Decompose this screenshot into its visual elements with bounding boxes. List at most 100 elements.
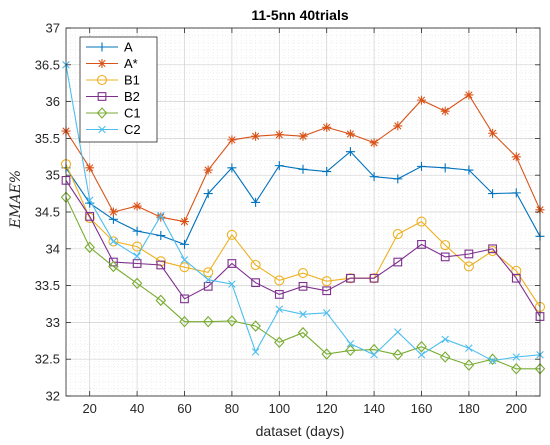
data-point: [439, 351, 451, 363]
data-point: [346, 273, 355, 283]
data-point: [202, 315, 214, 328]
data-point: [179, 315, 190, 328]
data-point: [441, 335, 449, 344]
data-point: [203, 165, 213, 175]
y-tick-label: 33: [46, 315, 60, 330]
y-tick-label: 36: [46, 94, 60, 109]
data-point: [156, 212, 166, 222]
data-point: [370, 351, 378, 359]
data-point: [464, 249, 474, 259]
data-point: [157, 211, 165, 220]
x-tick-label: 20: [82, 401, 96, 416]
y-tick-label: 37: [46, 21, 60, 36]
data-point: [440, 252, 450, 262]
data-point: [180, 256, 189, 264]
legend-item: A*: [86, 56, 138, 71]
data-point: [392, 229, 403, 240]
data-point: [274, 275, 285, 286]
series-layer: [60, 61, 546, 375]
y-tick-label: 35.5: [35, 131, 60, 146]
data-point: [511, 265, 522, 276]
data-point: [369, 138, 379, 148]
data-point: [345, 129, 355, 139]
y-tick-label: 35: [46, 168, 60, 183]
data-point: [464, 90, 474, 100]
data-point: [133, 252, 141, 260]
legend-label: B1: [124, 73, 140, 88]
data-point: [96, 107, 108, 119]
data-point: [228, 280, 236, 288]
legend-label: A: [124, 40, 133, 55]
data-point: [488, 244, 497, 254]
data-point: [463, 261, 474, 272]
data-point: [511, 363, 522, 375]
data-point: [417, 351, 426, 359]
y-tick-label: 36.5: [35, 57, 60, 72]
x-axis-label: dataset (days): [256, 423, 345, 439]
y-tick-labels: 32 32.5 33 33.5 34 34.5 35 35.5 36 36.5 37: [35, 21, 60, 404]
data-point: [511, 152, 521, 162]
data-point: [511, 273, 521, 283]
data-point: [85, 196, 94, 204]
x-tick-label: 160: [411, 401, 433, 416]
series-a-star: [61, 90, 545, 227]
data-point: [251, 348, 260, 356]
data-point: [97, 92, 107, 101]
data-point: [227, 259, 237, 268]
data-point: [108, 260, 119, 273]
data-point: [179, 262, 190, 273]
data-point: [321, 348, 332, 360]
data-point: [155, 294, 167, 307]
data-point: [299, 310, 307, 319]
data-point: [416, 340, 427, 353]
data-point: [226, 229, 237, 240]
data-point: [204, 275, 212, 284]
data-point: [98, 125, 106, 134]
data-point: [251, 197, 261, 207]
series-line: [65, 197, 540, 370]
data-point: [393, 174, 403, 184]
x-tick-label: 120: [316, 401, 338, 416]
data-point: [322, 309, 331, 317]
data-point: [97, 42, 107, 52]
data-point: [394, 328, 402, 336]
data-point: [274, 130, 284, 140]
x-tick-label: 200: [505, 401, 527, 416]
data-point: [251, 131, 261, 141]
data-point: [250, 320, 261, 332]
x-tick-label: 60: [177, 401, 191, 416]
data-point: [97, 59, 107, 68]
data-point: [203, 281, 213, 291]
data-point: [131, 277, 143, 290]
y-tick-label: 34: [46, 241, 60, 256]
data-point: [250, 259, 261, 271]
data-point: [465, 344, 473, 352]
data-point: [346, 339, 355, 348]
data-point: [298, 131, 308, 141]
y-tick-label: 34.5: [35, 205, 60, 220]
legend-box: [79, 36, 158, 143]
data-point: [84, 212, 95, 223]
legend-label: C2: [124, 122, 141, 137]
data-point: [274, 161, 284, 171]
series-line: [65, 180, 541, 317]
data-point: [417, 240, 426, 249]
data-point: [322, 167, 332, 177]
series-b2: [61, 175, 545, 321]
data-point: [108, 207, 118, 217]
x-tick-label: 80: [225, 401, 239, 416]
data-point: [251, 278, 260, 288]
legend-item: B2: [86, 89, 140, 104]
x-tick-label: 100: [268, 401, 290, 416]
data-point: [96, 74, 108, 86]
legend-item: C1: [86, 106, 141, 121]
data-point: [274, 290, 284, 299]
data-point: [109, 237, 118, 246]
data-point: [393, 257, 403, 267]
data-point: [274, 336, 285, 349]
data-point: [345, 344, 356, 357]
legend-item: B1: [86, 73, 140, 88]
legend-item: C2: [86, 122, 141, 137]
